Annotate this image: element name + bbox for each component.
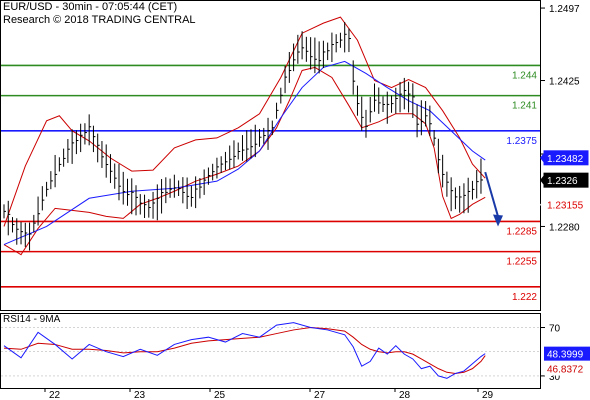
x-tick-label: 23 [134, 390, 146, 400]
price-series [3, 22, 483, 251]
time-axis: 22 23 25 27 28 29 [44, 388, 494, 400]
level-label-1.244: 1.244 [512, 70, 537, 81]
x-tick-label: 22 [49, 390, 61, 400]
rsi-y-tick-label: 30 [549, 372, 561, 383]
rsi-panel: RSI14 - 9MA 30 70 48.3999 46.8372 [1, 314, 590, 383]
y-tick-label: 1.2280 [549, 222, 580, 233]
forecast-arrow [484, 171, 503, 227]
price-levels: 1.244 1.241 1.2375 1.2285 1.2255 1.222 [1, 64, 540, 303]
rsi-y-tick-label: 70 [549, 324, 561, 335]
level-label-1.2285: 1.2285 [506, 226, 537, 237]
price-tag-label: 1.23482 [547, 154, 584, 165]
x-tick-label: 25 [214, 390, 226, 400]
forecast-arrowhead [493, 214, 503, 227]
rsi-panel-border [0, 313, 541, 389]
price-tag-label: 1.23155 [547, 201, 584, 212]
rsi-ma-line [3, 327, 486, 374]
y-tick-label: 1.2425 [549, 77, 580, 88]
rsi-ma-tag: 46.8372 [547, 365, 584, 376]
y-tick-label: 1.2497 [549, 4, 580, 15]
x-tick-label: 29 [482, 390, 494, 400]
price-tag-pointer [540, 152, 544, 163]
price-tag-pointer [540, 199, 544, 210]
copyright-text: Research © 2018 TRADING CENTRAL [3, 14, 196, 26]
price-tag-pointer [540, 175, 544, 186]
price-tags: 1.23482 1.2326 1.23155 [540, 150, 589, 213]
level-label-1.222: 1.222 [512, 292, 537, 303]
bollinger-upper [3, 16, 486, 227]
price-tag-label: 1.2326 [547, 176, 578, 187]
rsi-ma-tag-bg [544, 361, 590, 376]
chart-frame [0, 0, 541, 389]
main-panel-border [0, 0, 541, 311]
rsi-title: RSI14 - 9MA [3, 314, 61, 325]
x-tick-label: 27 [314, 390, 326, 400]
level-label-1.241: 1.241 [512, 101, 537, 112]
forecast-line [484, 171, 499, 217]
rsi-line [3, 322, 486, 379]
chart-title: EUR/USD - 30min - 07:05:44 (CET) [3, 1, 178, 13]
level-label-1.2375: 1.2375 [506, 136, 537, 147]
rsi-value-tag-bg [544, 346, 590, 361]
x-tick-label: 28 [399, 390, 411, 400]
level-label-1.2255: 1.2255 [506, 257, 537, 268]
rsi-value-tag: 48.3999 [547, 350, 584, 361]
